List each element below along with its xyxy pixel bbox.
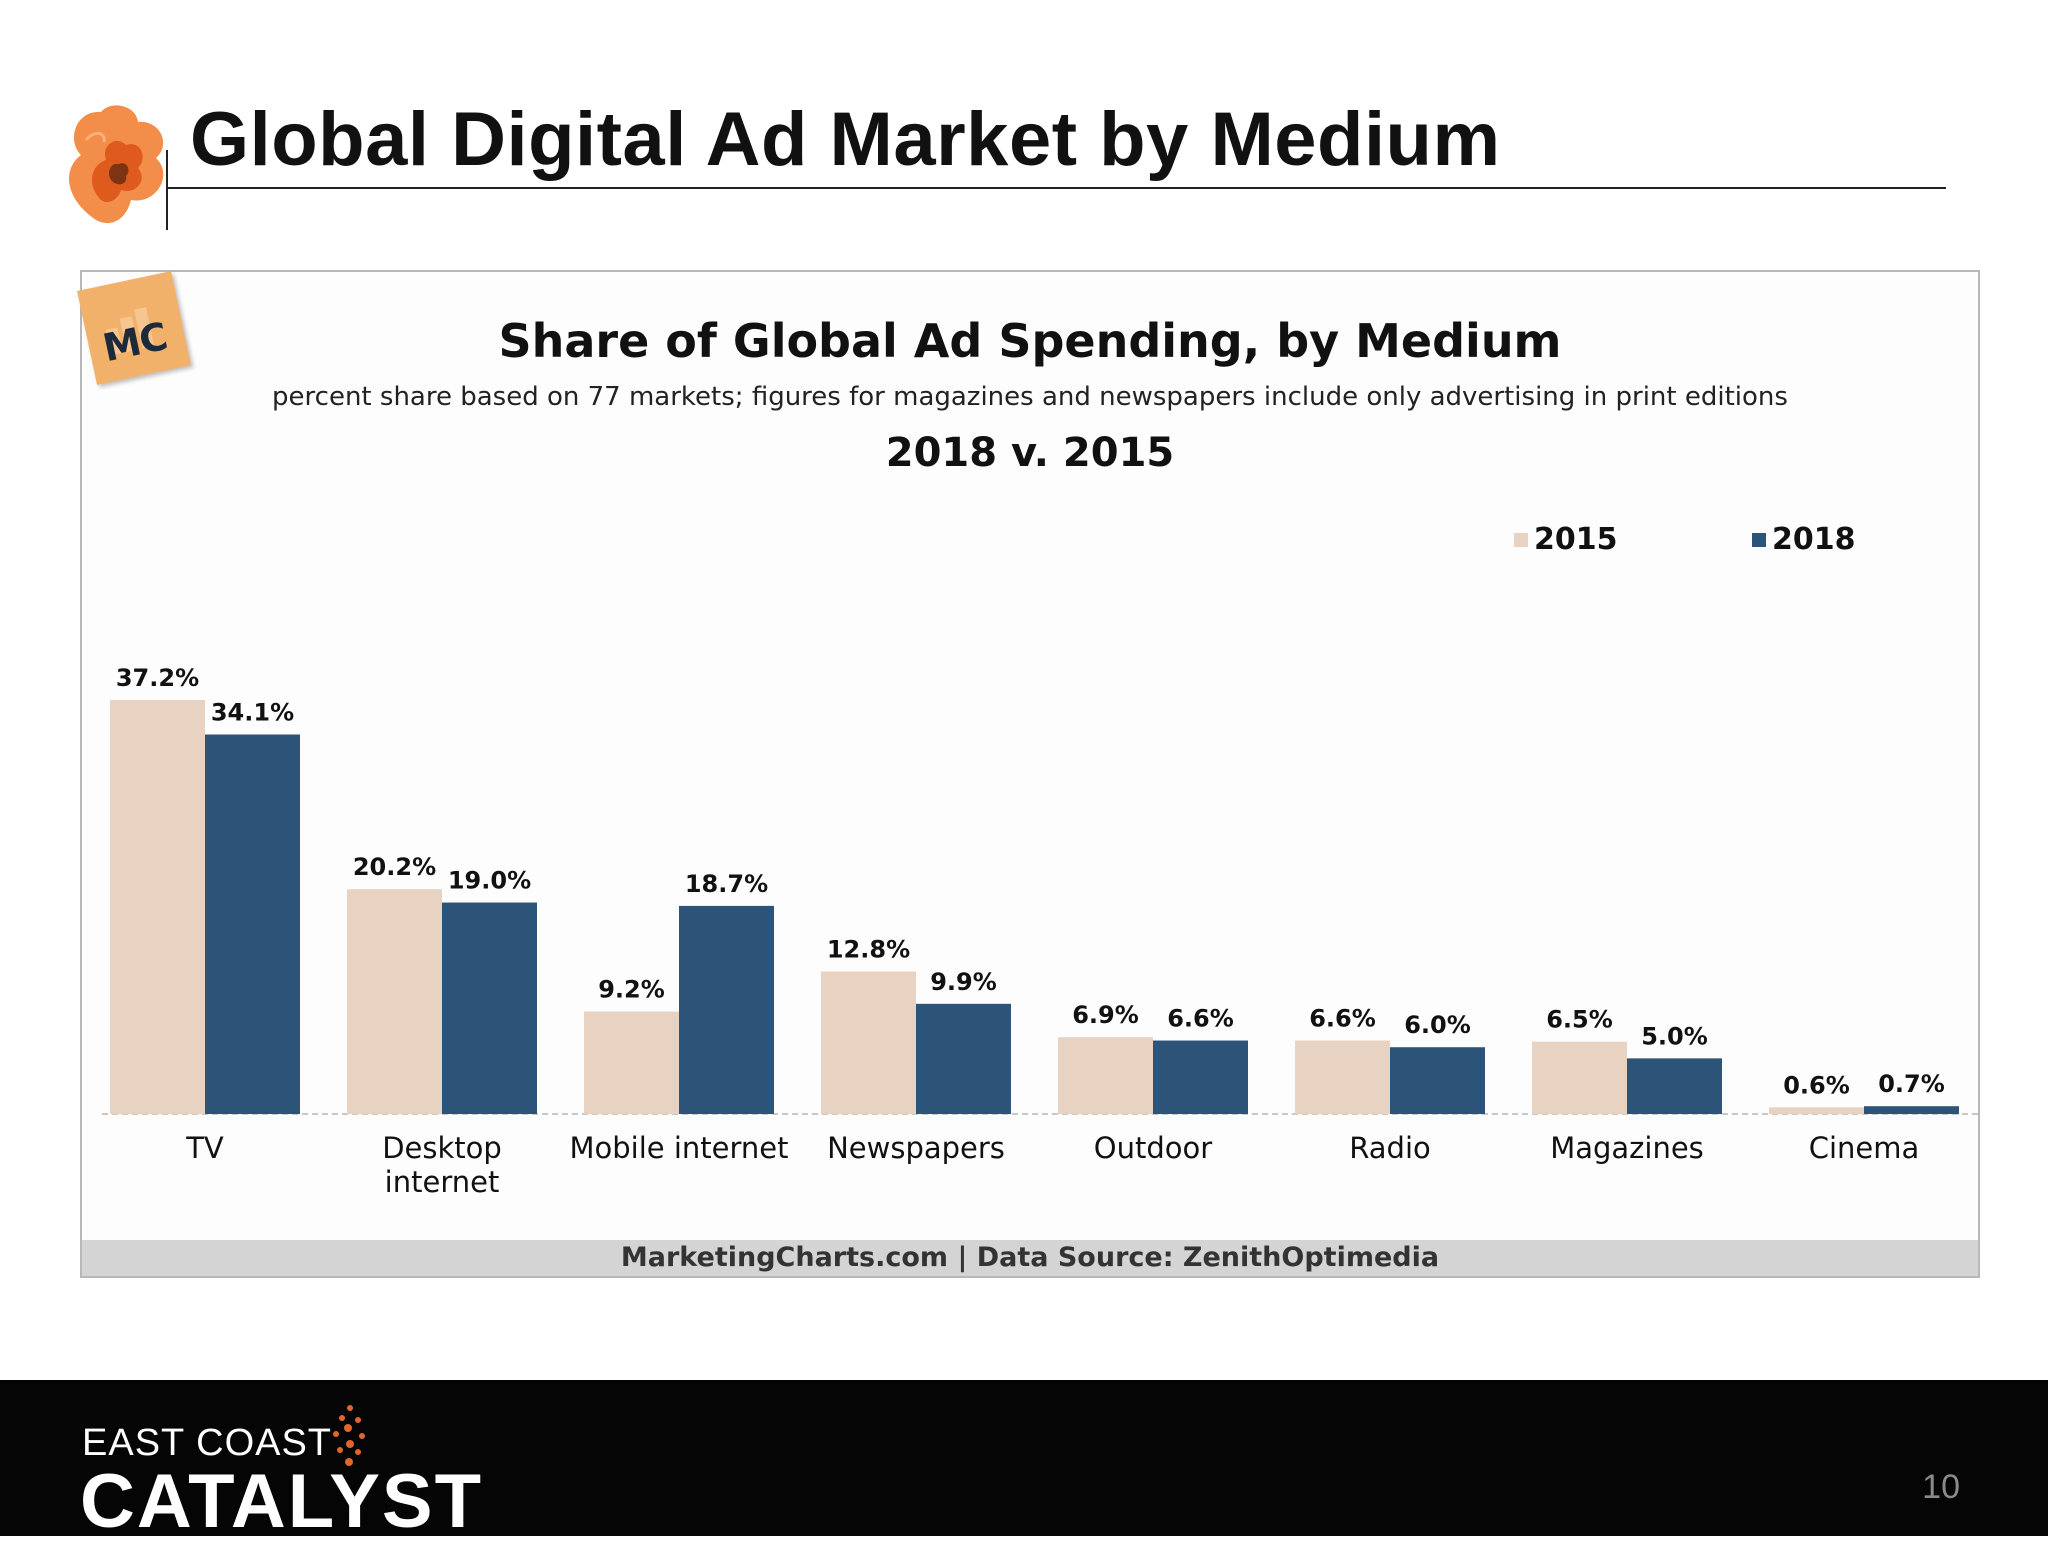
title-rule [166, 187, 1946, 189]
chart-frame: MC Share of Global Ad Spending, by Mediu… [77, 270, 1980, 1278]
data-label-2018-tv: 34.1% [211, 699, 294, 727]
bar-2018-tv [205, 734, 300, 1114]
category-label-magazines: Magazines [1550, 1131, 1704, 1165]
bar-2015-radio [1295, 1040, 1390, 1114]
bar-2015-newspapers [821, 971, 916, 1114]
data-label-2018-outdoor: 6.6% [1167, 1005, 1234, 1033]
chart-subtitle: percent share based on 77 markets; figur… [272, 382, 1788, 412]
category-label-mobile-internet: Mobile internet [569, 1131, 788, 1165]
data-label-2015-desktop-internet: 20.2% [353, 853, 436, 881]
data-label-2018-cinema: 0.7% [1878, 1070, 1945, 1098]
bars-icon [105, 307, 155, 356]
data-label-2015-radio: 6.6% [1309, 1005, 1376, 1033]
data-label-2015-mobile-internet: 9.2% [598, 976, 665, 1004]
source-bar: MarketingCharts.com | Data Source: Zenit… [82, 1240, 1978, 1276]
legend-swatch-2018 [1752, 532, 1766, 547]
smoke-logo [69, 105, 164, 224]
bar-2018-outdoor [1153, 1040, 1248, 1114]
chart-title: Share of Global Ad Spending, by Medium [498, 314, 1562, 368]
footer: EAST COAST CATALYST 10 [0, 1380, 2048, 1544]
category-label-cinema: Cinema [1809, 1131, 1920, 1165]
data-label-2018-newspapers: 9.9% [930, 968, 997, 996]
legend-swatch-2015 [1514, 532, 1528, 547]
mc-badge: MC [77, 271, 191, 385]
bar-plot: 37.2% 34.1% TV 20.2% 19.0% Desktop internet 9.2… [102, 664, 1978, 1199]
bar-2018-radio [1390, 1047, 1485, 1114]
data-label-2015-outdoor: 6.9% [1072, 1001, 1139, 1029]
bar-2018-cinema [1864, 1106, 1959, 1114]
footer-line-east-coast: EAST COAST [82, 1422, 333, 1464]
data-label-2015-magazines: 6.5% [1546, 1006, 1613, 1034]
bar-2015-desktop-internet [347, 889, 442, 1114]
bar-2015-mobile-internet [584, 1011, 679, 1114]
page-number: 10 [1922, 1468, 1960, 1506]
category-label-desktop-internet: Desktop internet [382, 1131, 502, 1199]
data-label-2015-cinema: 0.6% [1783, 1071, 1850, 1099]
legend-label-2015: 2015 [1534, 522, 1618, 557]
bar-2018-magazines [1627, 1058, 1722, 1114]
bar-2018-desktop-internet [442, 902, 537, 1114]
data-label-2018-magazines: 5.0% [1641, 1022, 1708, 1050]
title-tick [166, 150, 168, 230]
slide-title: Global Digital Ad Market by Medium [190, 97, 1501, 182]
bar-2015-cinema [1769, 1107, 1864, 1114]
footer-line-catalyst: CATALYST [80, 1459, 484, 1544]
data-label-2018-radio: 6.0% [1404, 1011, 1471, 1039]
data-label-2018-desktop-internet: 19.0% [448, 867, 531, 895]
bar-2015-magazines [1532, 1041, 1627, 1114]
category-label-tv: TV [185, 1131, 224, 1165]
bar-2018-newspapers [916, 1003, 1011, 1114]
bar-2015-tv [110, 700, 205, 1114]
data-label-2015-tv: 37.2% [116, 664, 199, 692]
bar-2018-mobile-internet [679, 905, 774, 1114]
data-label-2015-newspapers: 12.8% [827, 936, 910, 964]
data-label-2018-mobile-internet: 18.7% [685, 870, 768, 898]
legend-item-2018: 2018 [1752, 522, 1856, 557]
spark-icon [333, 1405, 365, 1466]
category-label-newspapers: Newspapers [827, 1131, 1005, 1165]
category-label-outdoor: Outdoor [1094, 1131, 1212, 1165]
legend-item-2015: 2015 [1514, 522, 1618, 557]
legend-label-2018: 2018 [1772, 522, 1856, 557]
category-label-radio: Radio [1349, 1131, 1431, 1165]
chart-comparison: 2018 v. 2015 [885, 430, 1175, 476]
bar-2015-outdoor [1058, 1037, 1153, 1114]
